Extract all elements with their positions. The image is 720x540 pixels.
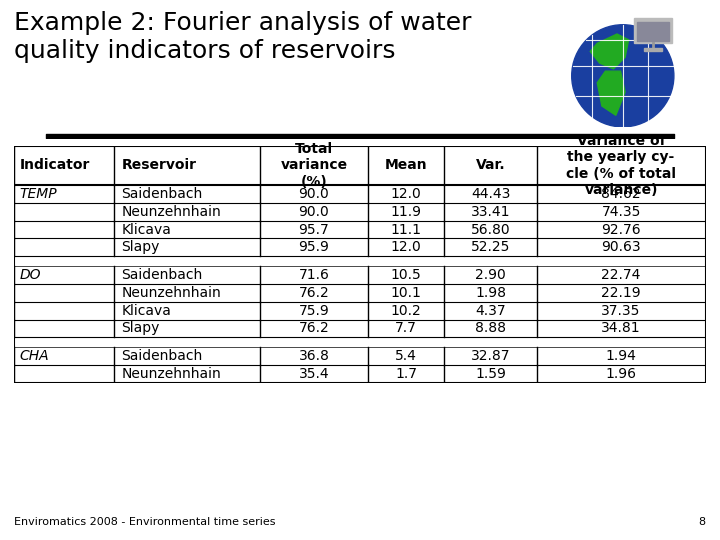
Text: 8: 8 xyxy=(698,517,706,528)
Text: 56.80: 56.80 xyxy=(471,222,510,237)
Text: 76.2: 76.2 xyxy=(299,321,329,335)
Text: 12.0: 12.0 xyxy=(391,187,421,201)
Text: 22.74: 22.74 xyxy=(601,268,641,282)
Text: 34.81: 34.81 xyxy=(601,321,641,335)
Text: 8.88: 8.88 xyxy=(475,321,506,335)
Text: 90.0: 90.0 xyxy=(299,205,329,219)
Text: Saidenbach: Saidenbach xyxy=(122,187,203,201)
Text: 71.6: 71.6 xyxy=(299,268,329,282)
Text: Reservoir: Reservoir xyxy=(122,158,197,172)
Text: 95.7: 95.7 xyxy=(299,222,329,237)
Text: 1.96: 1.96 xyxy=(606,367,636,381)
Text: Saidenbach: Saidenbach xyxy=(122,268,203,282)
Text: 1.98: 1.98 xyxy=(475,286,506,300)
Text: 33.41: 33.41 xyxy=(471,205,510,219)
Text: 5.4: 5.4 xyxy=(395,349,417,363)
Polygon shape xyxy=(590,34,629,69)
Text: 76.2: 76.2 xyxy=(299,286,329,300)
Text: Neunzehnhain: Neunzehnhain xyxy=(122,205,221,219)
Text: Neunzehnhain: Neunzehnhain xyxy=(122,286,221,300)
Text: 74.35: 74.35 xyxy=(601,205,641,219)
Text: 10.1: 10.1 xyxy=(391,286,421,300)
Text: Var.: Var. xyxy=(476,158,505,172)
Text: 92.76: 92.76 xyxy=(601,222,641,237)
Text: 36.8: 36.8 xyxy=(299,349,329,363)
Text: 11.9: 11.9 xyxy=(390,205,422,219)
Text: 4.37: 4.37 xyxy=(475,303,506,318)
Text: Mean: Mean xyxy=(384,158,428,172)
Bar xyxy=(644,48,662,51)
Text: Total
variance
(%): Total variance (%) xyxy=(280,142,348,188)
Text: TEMP: TEMP xyxy=(19,187,57,201)
Text: 52.25: 52.25 xyxy=(471,240,510,254)
Text: Enviromatics 2008 - Environmental time series: Enviromatics 2008 - Environmental time s… xyxy=(14,517,276,528)
Text: 35.4: 35.4 xyxy=(299,367,329,381)
Text: 90.63: 90.63 xyxy=(601,240,641,254)
Text: 75.9: 75.9 xyxy=(299,303,329,318)
Text: Klicava: Klicava xyxy=(122,222,171,237)
Bar xyxy=(636,22,670,41)
Text: 95.9: 95.9 xyxy=(299,240,329,254)
Text: 1.59: 1.59 xyxy=(475,367,506,381)
Text: CHA: CHA xyxy=(19,349,49,363)
Text: Indicator: Indicator xyxy=(19,158,90,172)
Text: Variance of
the yearly cy-
cle (% of total
variance): Variance of the yearly cy- cle (% of tot… xyxy=(566,134,676,197)
Text: Slapy: Slapy xyxy=(122,240,160,254)
Text: 44.43: 44.43 xyxy=(471,187,510,201)
Text: Saidenbach: Saidenbach xyxy=(122,349,203,363)
Text: 1.94: 1.94 xyxy=(606,349,636,363)
Text: Example 2: Fourier analysis of water
quality indicators of reservoirs: Example 2: Fourier analysis of water qua… xyxy=(14,11,472,63)
Text: 84.62: 84.62 xyxy=(601,187,641,201)
Text: 90.0: 90.0 xyxy=(299,187,329,201)
Text: DO: DO xyxy=(19,268,41,282)
Circle shape xyxy=(572,25,674,127)
Polygon shape xyxy=(598,71,625,115)
Text: 2.90: 2.90 xyxy=(475,268,506,282)
Text: Neunzehnhain: Neunzehnhain xyxy=(122,367,221,381)
Text: 32.87: 32.87 xyxy=(471,349,510,363)
Text: 12.0: 12.0 xyxy=(391,240,421,254)
Text: Klicava: Klicava xyxy=(122,303,171,318)
Text: 10.5: 10.5 xyxy=(391,268,421,282)
Text: 10.2: 10.2 xyxy=(391,303,421,318)
Text: 7.7: 7.7 xyxy=(395,321,417,335)
Text: Slapy: Slapy xyxy=(122,321,160,335)
Bar xyxy=(634,18,672,43)
Text: 1.7: 1.7 xyxy=(395,367,417,381)
Text: 22.19: 22.19 xyxy=(601,286,641,300)
Text: 37.35: 37.35 xyxy=(601,303,641,318)
Text: 11.1: 11.1 xyxy=(390,222,422,237)
